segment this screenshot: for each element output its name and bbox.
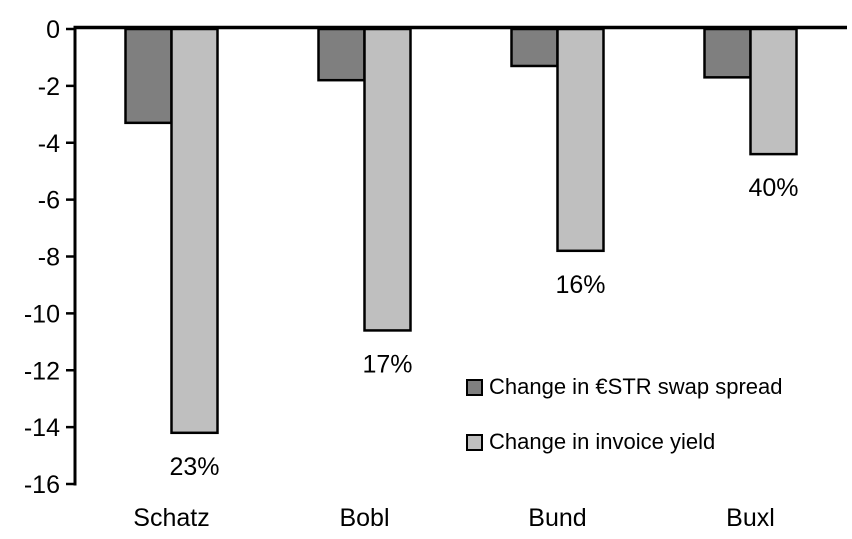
y-tick-label: -8: [38, 244, 60, 272]
y-tick-label: -16: [24, 471, 60, 499]
y-tick-label: -14: [24, 414, 60, 442]
bar-bund-swap-spread: [510, 27, 559, 68]
y-tick-label: -2: [38, 73, 60, 101]
legend-label-swap-spread: Change in €STR swap spread: [489, 374, 783, 399]
category-label-buxl: Buxl: [726, 504, 775, 532]
y-tick-label: -10: [24, 300, 60, 328]
legend-item-swap-spread: Change in €STR swap spread: [466, 374, 783, 400]
data-label-buxl: 40%: [748, 174, 798, 202]
data-label-bund: 16%: [555, 271, 605, 299]
bar-schatz-invoice-yield: [170, 27, 219, 435]
y-tick-label: -12: [24, 357, 60, 385]
bar-bund-invoice-yield: [556, 27, 605, 253]
category-label-bobl: Bobl: [339, 504, 389, 532]
data-label-bobl: 17%: [362, 350, 412, 378]
y-tick-label: -4: [38, 130, 60, 158]
y-tick-label: -6: [38, 187, 60, 215]
bar-buxl-swap-spread: [703, 27, 752, 79]
data-label-schatz: 23%: [169, 453, 219, 481]
bar-bobl-invoice-yield: [363, 27, 412, 332]
bar-schatz-swap-spread: [124, 27, 173, 125]
legend-item-invoice-yield: Change in invoice yield: [466, 429, 715, 455]
bar-bobl-swap-spread: [317, 27, 366, 82]
y-tick-label: 0: [46, 16, 60, 44]
category-label-bund: Bund: [528, 504, 586, 532]
bar-buxl-invoice-yield: [749, 27, 798, 156]
legend-swatch-invoice-yield-icon: [466, 433, 483, 451]
legend-label-invoice-yield: Change in invoice yield: [489, 429, 716, 454]
category-label-schatz: Schatz: [133, 504, 209, 532]
legend-swatch-swap-spread-icon: [466, 378, 483, 396]
